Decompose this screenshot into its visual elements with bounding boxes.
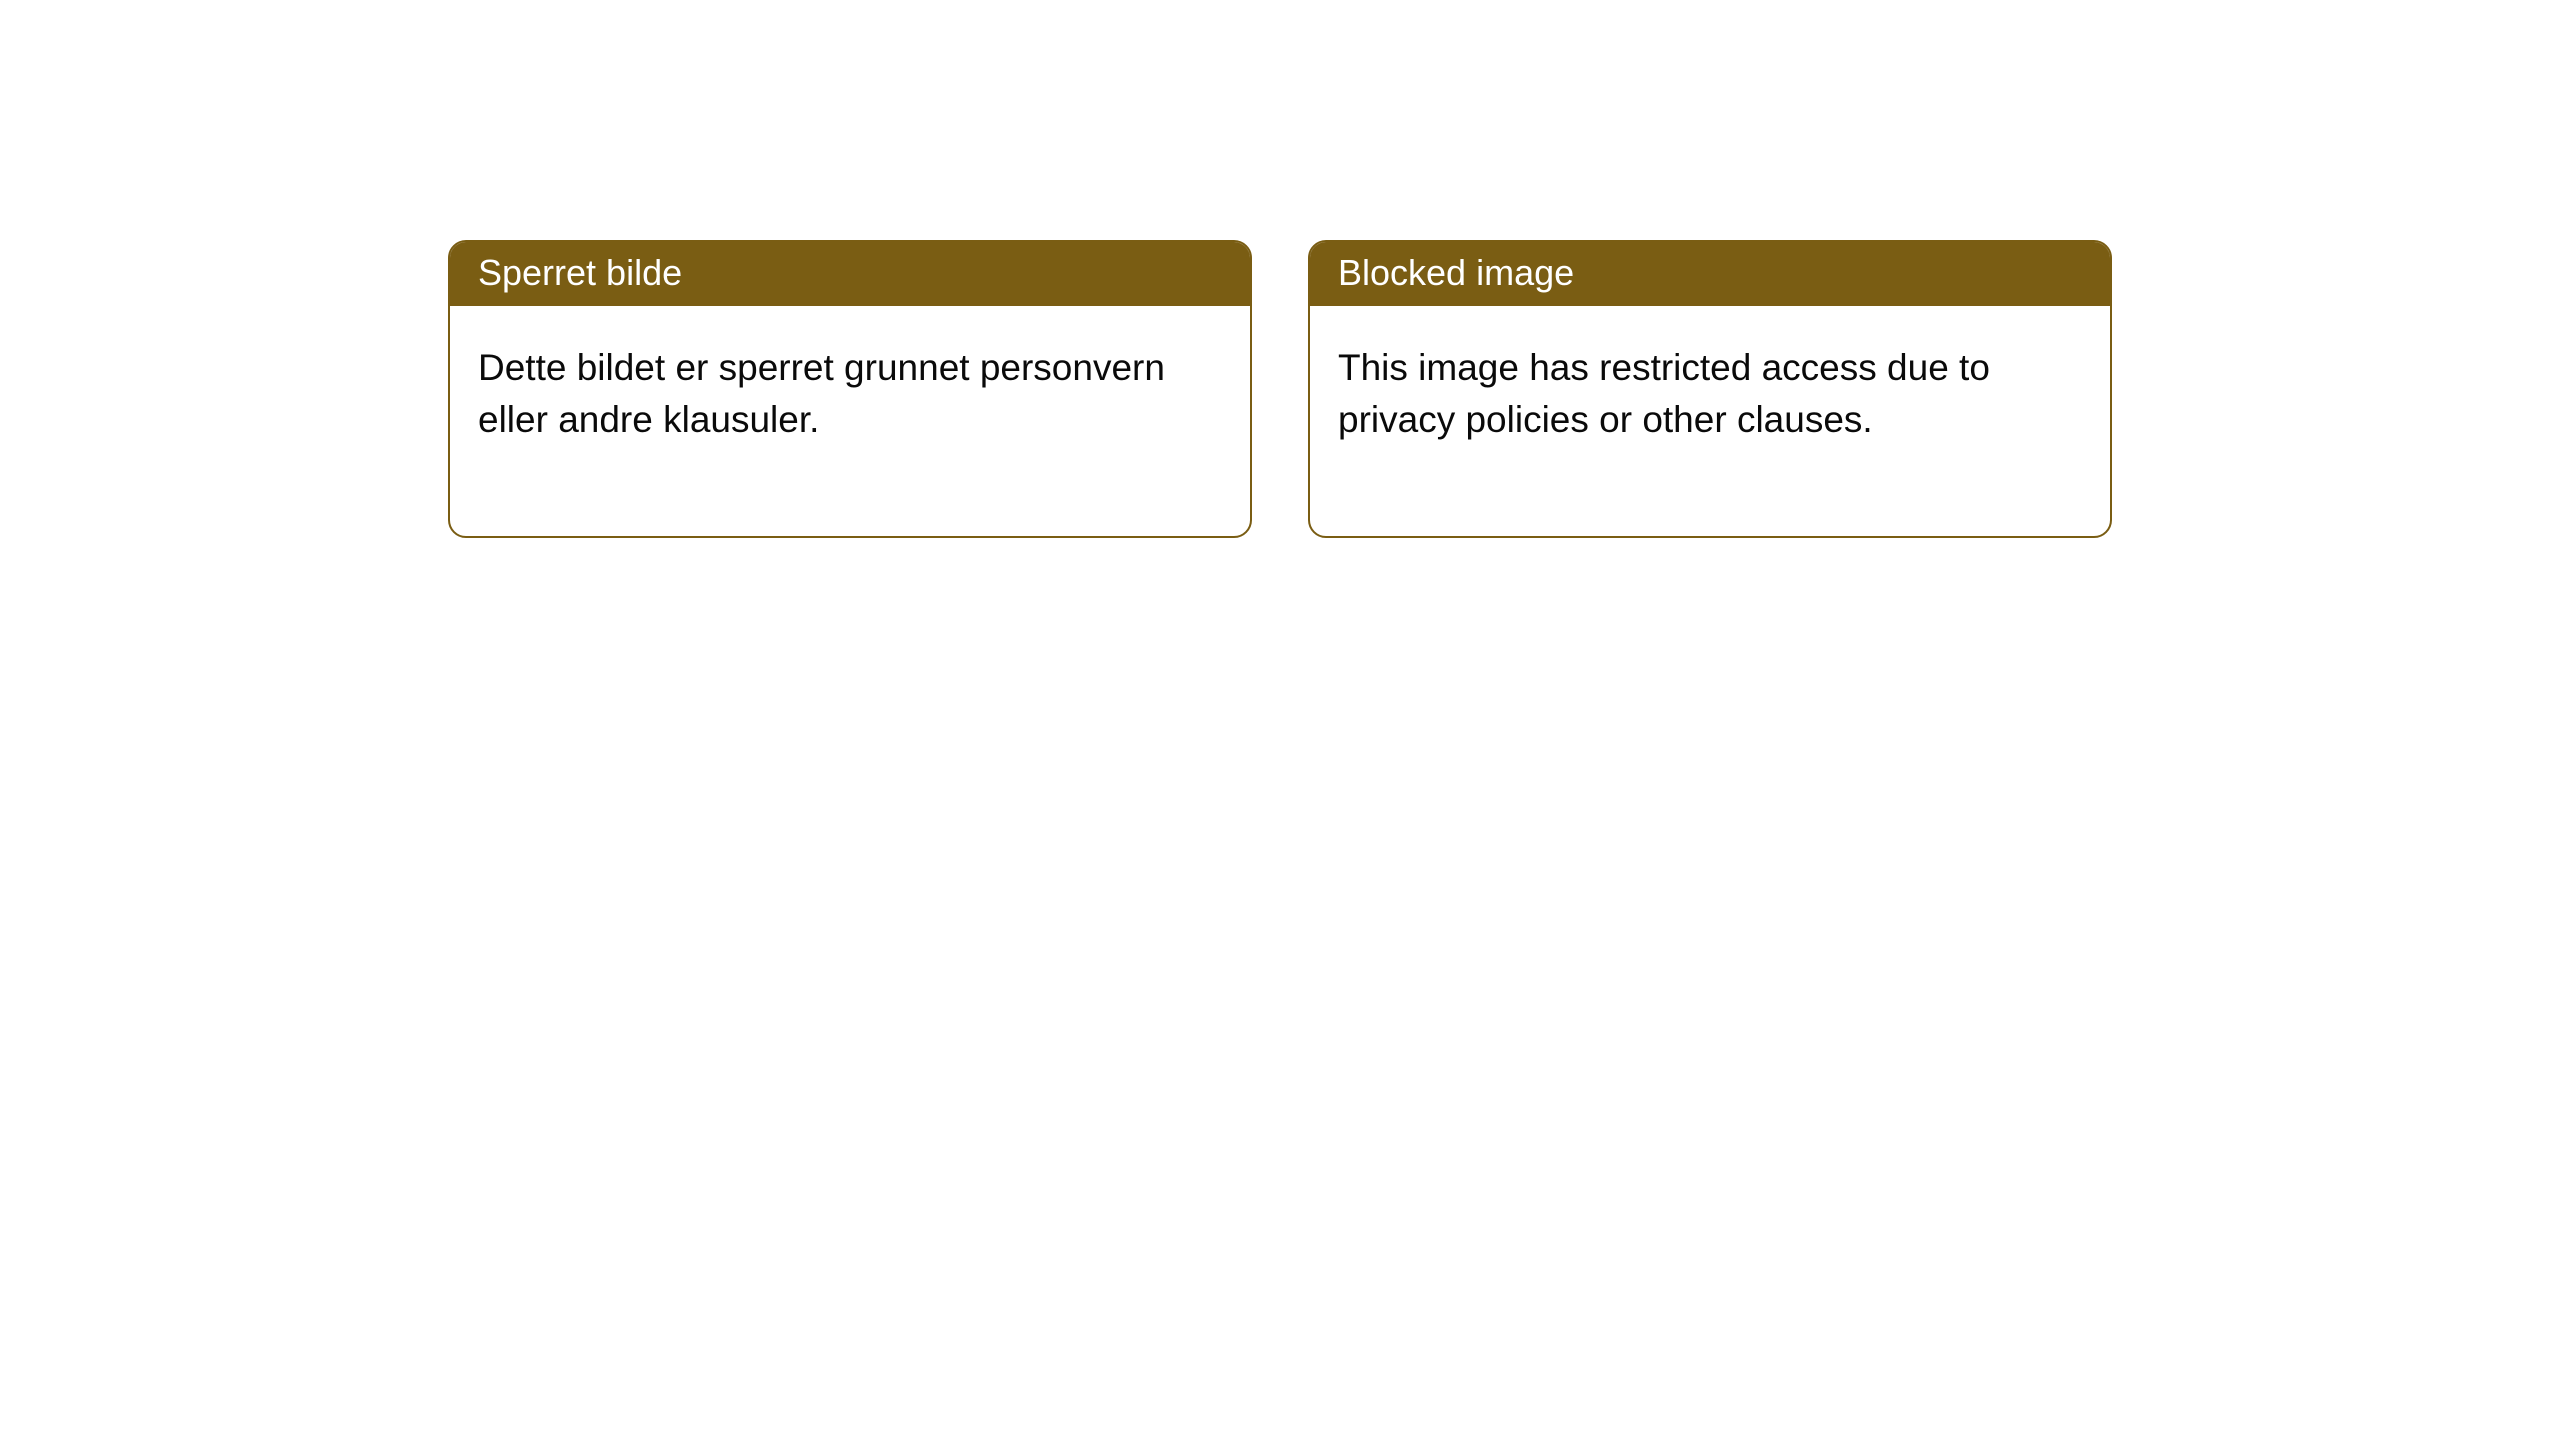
notice-container: Sperret bilde Dette bildet er sperret gr… bbox=[0, 0, 2560, 538]
notice-card-norwegian: Sperret bilde Dette bildet er sperret gr… bbox=[448, 240, 1252, 538]
notice-header: Sperret bilde bbox=[450, 242, 1250, 306]
notice-body: Dette bildet er sperret grunnet personve… bbox=[450, 306, 1250, 536]
notice-header: Blocked image bbox=[1310, 242, 2110, 306]
notice-body: This image has restricted access due to … bbox=[1310, 306, 2110, 536]
notice-card-english: Blocked image This image has restricted … bbox=[1308, 240, 2112, 538]
